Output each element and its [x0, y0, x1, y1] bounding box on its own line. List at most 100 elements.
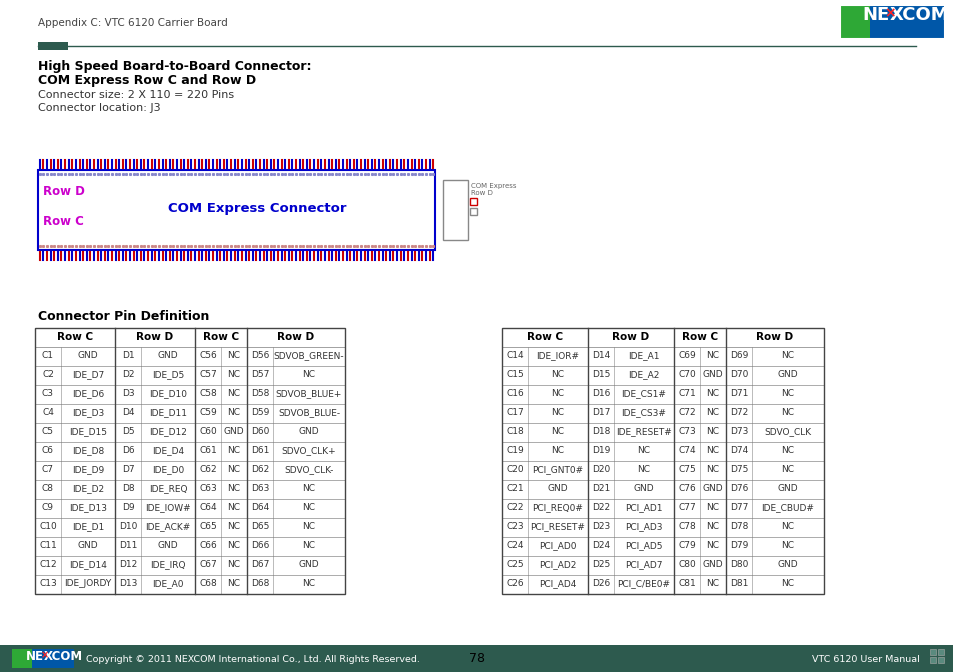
Text: D20: D20	[591, 465, 610, 474]
Text: NE: NE	[26, 650, 44, 663]
Text: NC: NC	[302, 579, 315, 588]
Bar	[470, 208, 476, 215]
Text: C22: C22	[506, 503, 523, 512]
Text: C4: C4	[42, 408, 54, 417]
Bar	[38, 42, 68, 50]
Text: PCI_GNT0#: PCI_GNT0#	[532, 465, 583, 474]
Text: COM Express Row C and Row D: COM Express Row C and Row D	[38, 74, 255, 87]
Text: D6: D6	[122, 446, 134, 455]
Text: C71: C71	[678, 389, 695, 398]
Text: IDE_REQ: IDE_REQ	[149, 484, 187, 493]
Text: C68: C68	[199, 579, 216, 588]
Text: GND: GND	[633, 484, 654, 493]
Text: PCI_AD3: PCI_AD3	[624, 522, 662, 531]
Text: C75: C75	[678, 465, 695, 474]
Text: D21: D21	[591, 484, 610, 493]
Text: NC: NC	[781, 579, 794, 588]
Text: ×: ×	[883, 6, 895, 20]
Text: High Speed Board-to-Board Connector:: High Speed Board-to-Board Connector:	[38, 60, 312, 73]
Text: D76: D76	[729, 484, 747, 493]
Bar	[501, 575, 823, 594]
Bar	[35, 442, 345, 461]
Text: IDE_A1: IDE_A1	[628, 351, 659, 360]
Bar	[35, 575, 345, 594]
Text: Row C: Row C	[43, 215, 84, 228]
Text: IDE_RESET#: IDE_RESET#	[616, 427, 671, 436]
Text: NC: NC	[227, 560, 240, 569]
Text: NC: NC	[551, 389, 564, 398]
Text: SDVOB_BLUE+: SDVOB_BLUE+	[275, 389, 342, 398]
Text: GND: GND	[547, 484, 568, 493]
Bar	[35, 385, 345, 404]
Text: D11: D11	[119, 541, 137, 550]
Text: GND: GND	[777, 484, 798, 493]
Text: D58: D58	[251, 389, 269, 398]
Text: C15: C15	[506, 370, 523, 379]
Text: D59: D59	[251, 408, 269, 417]
Text: IDE_D15: IDE_D15	[69, 427, 107, 436]
Text: C60: C60	[199, 427, 216, 436]
Bar	[35, 328, 345, 594]
Text: NC: NC	[302, 370, 315, 379]
Bar	[937, 657, 943, 663]
Text: D61: D61	[251, 446, 269, 455]
Text: IDE_D11: IDE_D11	[149, 408, 187, 417]
Text: NC: NC	[227, 541, 240, 550]
Text: Appendix C: VTC 6120 Carrier Board: Appendix C: VTC 6120 Carrier Board	[38, 18, 228, 28]
Text: C14: C14	[506, 351, 523, 360]
Text: D1: D1	[122, 351, 134, 360]
Text: NC: NC	[551, 370, 564, 379]
Text: D75: D75	[729, 465, 747, 474]
Text: GND: GND	[298, 560, 319, 569]
Text: SDVO_CLK: SDVO_CLK	[763, 427, 811, 436]
Text: GND: GND	[777, 560, 798, 569]
Text: C65: C65	[199, 522, 216, 531]
Text: COM Express: COM Express	[471, 183, 516, 189]
Bar	[501, 423, 823, 442]
Text: NC: NC	[227, 503, 240, 512]
Text: C77: C77	[678, 503, 695, 512]
Text: C8: C8	[42, 484, 54, 493]
Text: SDVOB_GREEN-: SDVOB_GREEN-	[274, 351, 344, 360]
Text: IDE_D1: IDE_D1	[71, 522, 104, 531]
Text: D68: D68	[251, 579, 269, 588]
Text: D60: D60	[251, 427, 269, 436]
Text: IDE_CS1#: IDE_CS1#	[621, 389, 666, 398]
Text: D2: D2	[122, 370, 134, 379]
Text: D15: D15	[591, 370, 610, 379]
Text: C6: C6	[42, 446, 54, 455]
Text: GND: GND	[702, 560, 722, 569]
Bar	[35, 461, 345, 480]
Text: C70: C70	[678, 370, 695, 379]
Bar	[501, 328, 823, 347]
Text: NC: NC	[781, 408, 794, 417]
Text: NE: NE	[862, 6, 889, 24]
Bar	[501, 328, 823, 594]
Text: C25: C25	[506, 560, 523, 569]
Text: PCI_AD5: PCI_AD5	[624, 541, 662, 550]
Text: C67: C67	[199, 560, 216, 569]
Text: C64: C64	[199, 503, 216, 512]
Text: IDE_IOR#: IDE_IOR#	[536, 351, 578, 360]
Text: IDE_D4: IDE_D4	[152, 446, 184, 455]
Text: C61: C61	[199, 446, 216, 455]
Text: PCI_AD7: PCI_AD7	[624, 560, 662, 569]
Text: PCI_REQ0#: PCI_REQ0#	[532, 503, 583, 512]
Text: PCI_C/BE0#: PCI_C/BE0#	[617, 579, 670, 588]
Text: GND: GND	[77, 541, 98, 550]
Text: IDE_D6: IDE_D6	[71, 389, 104, 398]
Text: D72: D72	[729, 408, 747, 417]
Text: C57: C57	[199, 370, 216, 379]
Bar	[501, 518, 823, 537]
Text: IDE_D5: IDE_D5	[152, 370, 184, 379]
Text: GND: GND	[298, 427, 319, 436]
Text: D24: D24	[591, 541, 609, 550]
Text: C3: C3	[42, 389, 54, 398]
Text: XCOM: XCOM	[889, 6, 948, 24]
Text: Connector Pin Definition: Connector Pin Definition	[38, 310, 209, 323]
Bar	[501, 442, 823, 461]
Text: C17: C17	[506, 408, 523, 417]
Text: C79: C79	[678, 541, 695, 550]
Text: D73: D73	[729, 427, 747, 436]
Text: NC: NC	[706, 579, 719, 588]
